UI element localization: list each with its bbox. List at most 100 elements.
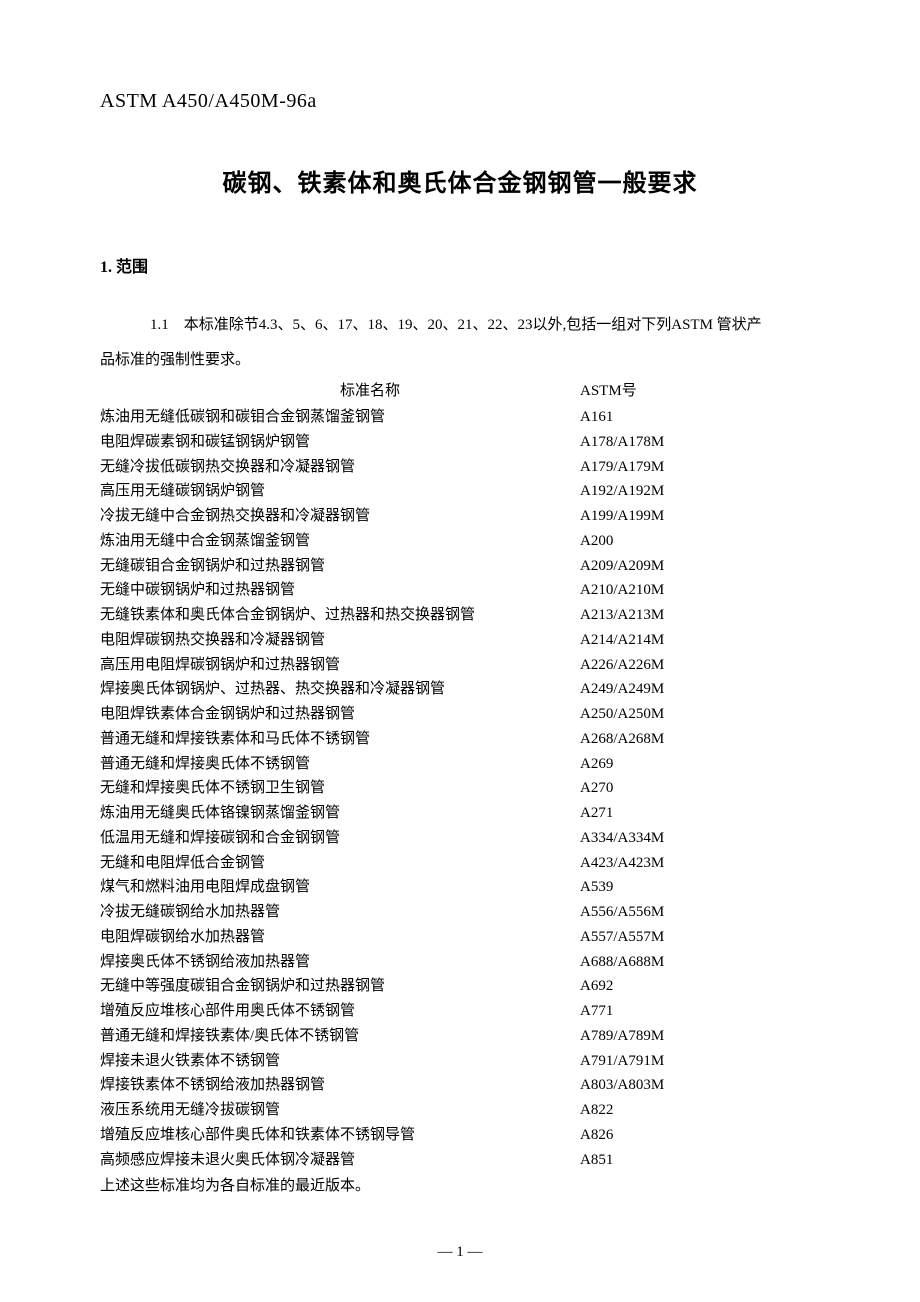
standard-code-cell: A423/A423M bbox=[540, 851, 740, 876]
table-row: 高压用电阻焊碳钢锅炉和过热器钢管A226/A226M bbox=[100, 653, 820, 678]
table-row: 高频感应焊接未退火奥氏体钢冷凝器管A851 bbox=[100, 1148, 820, 1173]
standard-code-cell: A213/A213M bbox=[540, 603, 740, 628]
standard-name-cell: 焊接奥氏体钢锅炉、过热器、热交换器和冷凝器钢管 bbox=[100, 677, 540, 702]
standard-name-cell: 炼油用无缝奥氏体铬镍钢蒸馏釜钢管 bbox=[100, 801, 540, 826]
table-row: 高压用无缝碳钢锅炉钢管A192/A192M bbox=[100, 479, 820, 504]
table-row: 普通无缝和焊接铁素体/奥氏体不锈钢管A789/A789M bbox=[100, 1024, 820, 1049]
standard-name-cell: 无缝和电阻焊低合金钢管 bbox=[100, 851, 540, 876]
standard-code-cell: A249/A249M bbox=[540, 677, 740, 702]
standard-name-cell: 无缝铁素体和奥氏体合金钢锅炉、过热器和热交换器钢管 bbox=[100, 603, 540, 628]
table-row: 电阻焊碳素钢和碳锰钢锅炉钢管A178/A178M bbox=[100, 430, 820, 455]
standard-code-cell: A214/A214M bbox=[540, 628, 740, 653]
table-row: 煤气和燃料油用电阻焊成盘钢管A539 bbox=[100, 875, 820, 900]
table-row: 炼油用无缝低碳钢和碳钼合金钢蒸馏釜钢管A161 bbox=[100, 405, 820, 430]
standard-code-cell: A771 bbox=[540, 999, 740, 1024]
standard-name-cell: 增殖反应堆核心部件用奥氏体不锈钢管 bbox=[100, 999, 540, 1024]
standard-code-cell: A270 bbox=[540, 776, 740, 801]
standard-name-cell: 高压用无缝碳钢锅炉钢管 bbox=[100, 479, 540, 504]
standard-name-cell: 无缝中碳钢锅炉和过热器钢管 bbox=[100, 578, 540, 603]
standard-name-cell: 电阻焊碳素钢和碳锰钢锅炉钢管 bbox=[100, 430, 540, 455]
table-row: 无缝铁素体和奥氏体合金钢锅炉、过热器和热交换器钢管A213/A213M bbox=[100, 603, 820, 628]
standard-code-cell: A688/A688M bbox=[540, 950, 740, 975]
section-heading: 1. 范围 bbox=[100, 253, 820, 277]
standard-name-cell: 炼油用无缝中合金钢蒸馏釜钢管 bbox=[100, 529, 540, 554]
standard-code-cell: A226/A226M bbox=[540, 653, 740, 678]
standard-code-cell: A851 bbox=[540, 1148, 740, 1173]
table-body: 炼油用无缝低碳钢和碳钼合金钢蒸馏釜钢管A161电阻焊碳素钢和碳锰钢锅炉钢管A17… bbox=[100, 405, 820, 1172]
standard-code-cell: A192/A192M bbox=[540, 479, 740, 504]
table-row: 焊接铁素体不锈钢给液加热器钢管A803/A803M bbox=[100, 1073, 820, 1098]
standards-table: 标准名称 ASTM号 炼油用无缝低碳钢和碳钼合金钢蒸馏釜钢管A161电阻焊碳素钢… bbox=[100, 379, 820, 1172]
standard-name-cell: 增殖反应堆核心部件奥氏体和铁素体不锈钢导管 bbox=[100, 1123, 540, 1148]
standard-name-cell: 冷拔无缝碳钢给水加热器管 bbox=[100, 900, 540, 925]
standard-name-cell: 普通无缝和焊接铁素体和马氏体不锈钢管 bbox=[100, 727, 540, 752]
standard-name-cell: 焊接铁素体不锈钢给液加热器钢管 bbox=[100, 1073, 540, 1098]
standard-name-cell: 电阻焊铁素体合金钢锅炉和过热器钢管 bbox=[100, 702, 540, 727]
standard-name-cell: 焊接奥氏体不锈钢给液加热器管 bbox=[100, 950, 540, 975]
table-header-row: 标准名称 ASTM号 bbox=[100, 379, 820, 400]
standard-name-cell: 低温用无缝和焊接碳钢和合金钢钢管 bbox=[100, 826, 540, 851]
standard-code-label: ASTM A450/A450M-96a bbox=[100, 90, 820, 113]
table-row: 普通无缝和焊接铁素体和马氏体不锈钢管A268/A268M bbox=[100, 727, 820, 752]
table-row: 低温用无缝和焊接碳钢和合金钢钢管A334/A334M bbox=[100, 826, 820, 851]
standard-name-cell: 高频感应焊接未退火奥氏体钢冷凝器管 bbox=[100, 1148, 540, 1173]
standard-code-cell: A178/A178M bbox=[540, 430, 740, 455]
standard-code-cell: A271 bbox=[540, 801, 740, 826]
table-row: 无缝冷拔低碳钢热交换器和冷凝器钢管A179/A179M bbox=[100, 455, 820, 480]
standard-name-cell: 普通无缝和焊接奥氏体不锈钢管 bbox=[100, 752, 540, 777]
standard-code-cell: A161 bbox=[540, 405, 740, 430]
table-row: 焊接未退火铁素体不锈钢管A791/A791M bbox=[100, 1049, 820, 1074]
standard-code-cell: A269 bbox=[540, 752, 740, 777]
standard-name-cell: 液压系统用无缝冷拔碳钢管 bbox=[100, 1098, 540, 1123]
standard-name-cell: 普通无缝和焊接铁素体/奥氏体不锈钢管 bbox=[100, 1024, 540, 1049]
standard-code-cell: A791/A791M bbox=[540, 1049, 740, 1074]
table-row: 焊接奥氏体不锈钢给液加热器管A688/A688M bbox=[100, 950, 820, 975]
table-row: 无缝和电阻焊低合金钢管A423/A423M bbox=[100, 851, 820, 876]
header-name-column: 标准名称 bbox=[100, 379, 540, 400]
standard-code-cell: A822 bbox=[540, 1098, 740, 1123]
table-row: 无缝中碳钢锅炉和过热器钢管A210/A210M bbox=[100, 578, 820, 603]
intro-continuation: 品标准的强制性要求。 bbox=[100, 347, 820, 374]
standard-code-cell: A179/A179M bbox=[540, 455, 740, 480]
standard-name-cell: 炼油用无缝低碳钢和碳钼合金钢蒸馏釜钢管 bbox=[100, 405, 540, 430]
table-row: 焊接奥氏体钢锅炉、过热器、热交换器和冷凝器钢管A249/A249M bbox=[100, 677, 820, 702]
standard-code-cell: A209/A209M bbox=[540, 554, 740, 579]
intro-paragraph: 1.1 本标准除节4.3、5、6、17、18、19、20、21、22、23以外,… bbox=[100, 312, 820, 339]
standard-code-cell: A199/A199M bbox=[540, 504, 740, 529]
standard-code-cell: A200 bbox=[540, 529, 740, 554]
table-row: 电阻焊碳钢给水加热器管A557/A557M bbox=[100, 925, 820, 950]
table-row: 冷拔无缝碳钢给水加热器管A556/A556M bbox=[100, 900, 820, 925]
table-row: 无缝和焊接奥氏体不锈钢卫生钢管A270 bbox=[100, 776, 820, 801]
standard-code-cell: A789/A789M bbox=[540, 1024, 740, 1049]
standard-code-cell: A803/A803M bbox=[540, 1073, 740, 1098]
table-row: 液压系统用无缝冷拔碳钢管A822 bbox=[100, 1098, 820, 1123]
standard-name-cell: 无缝中等强度碳钼合金钢锅炉和过热器钢管 bbox=[100, 974, 540, 999]
table-row: 冷拔无缝中合金钢热交换器和冷凝器钢管A199/A199M bbox=[100, 504, 820, 529]
table-row: 增殖反应堆核心部件奥氏体和铁素体不锈钢导管A826 bbox=[100, 1123, 820, 1148]
standard-code-cell: A210/A210M bbox=[540, 578, 740, 603]
footer-note: 上述这些标准均为各自标准的最近版本。 bbox=[100, 1174, 820, 1199]
document-title: 碳钢、铁素体和奥氏体合金钢钢管一般要求 bbox=[100, 163, 820, 198]
table-row: 无缝中等强度碳钼合金钢锅炉和过热器钢管A692 bbox=[100, 974, 820, 999]
standard-code-cell: A557/A557M bbox=[540, 925, 740, 950]
standard-name-cell: 焊接未退火铁素体不锈钢管 bbox=[100, 1049, 540, 1074]
table-row: 无缝碳钼合金钢锅炉和过热器钢管A209/A209M bbox=[100, 554, 820, 579]
page-number: — 1 — bbox=[100, 1244, 820, 1261]
standard-name-cell: 电阻焊碳钢热交换器和冷凝器钢管 bbox=[100, 628, 540, 653]
standard-name-cell: 高压用电阻焊碳钢锅炉和过热器钢管 bbox=[100, 653, 540, 678]
standard-code-cell: A268/A268M bbox=[540, 727, 740, 752]
standard-name-cell: 煤气和燃料油用电阻焊成盘钢管 bbox=[100, 875, 540, 900]
table-row: 普通无缝和焊接奥氏体不锈钢管A269 bbox=[100, 752, 820, 777]
standard-name-cell: 无缝冷拔低碳钢热交换器和冷凝器钢管 bbox=[100, 455, 540, 480]
standard-code-cell: A250/A250M bbox=[540, 702, 740, 727]
standard-name-cell: 冷拔无缝中合金钢热交换器和冷凝器钢管 bbox=[100, 504, 540, 529]
standard-code-cell: A556/A556M bbox=[540, 900, 740, 925]
standard-name-cell: 电阻焊碳钢给水加热器管 bbox=[100, 925, 540, 950]
standard-code-cell: A539 bbox=[540, 875, 740, 900]
table-row: 炼油用无缝奥氏体铬镍钢蒸馏釜钢管A271 bbox=[100, 801, 820, 826]
table-row: 炼油用无缝中合金钢蒸馏釜钢管A200 bbox=[100, 529, 820, 554]
table-row: 电阻焊碳钢热交换器和冷凝器钢管A214/A214M bbox=[100, 628, 820, 653]
standard-code-cell: A692 bbox=[540, 974, 740, 999]
standard-code-cell: A826 bbox=[540, 1123, 740, 1148]
table-row: 电阻焊铁素体合金钢锅炉和过热器钢管A250/A250M bbox=[100, 702, 820, 727]
